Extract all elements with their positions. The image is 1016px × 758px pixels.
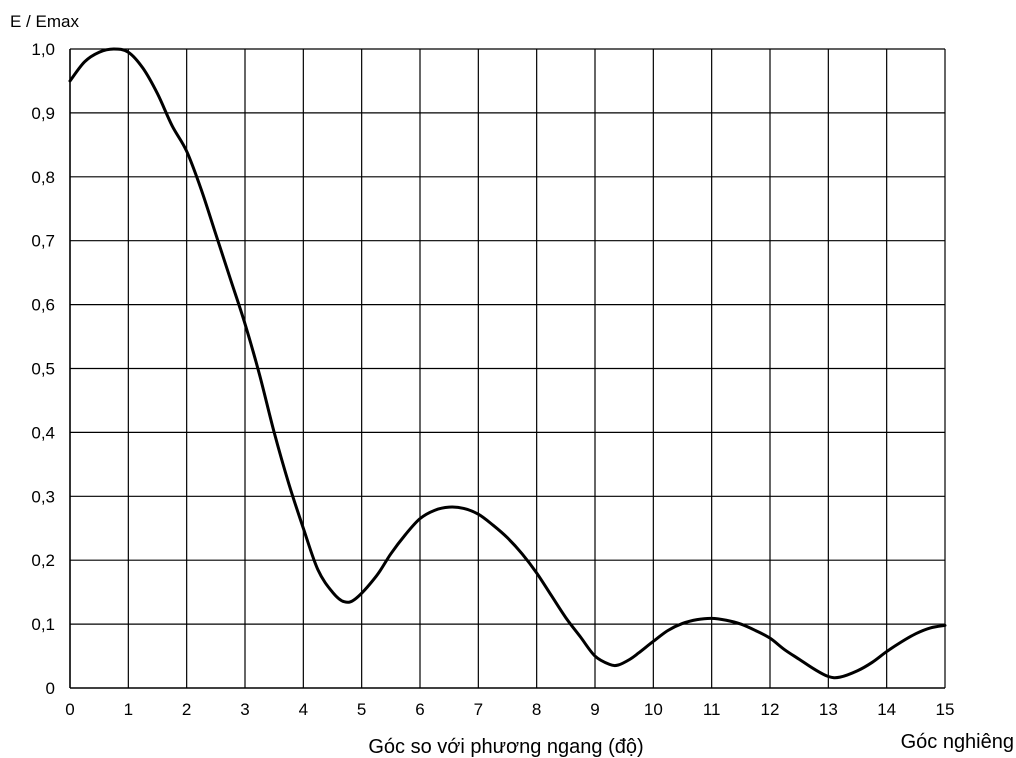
x-tick-label: 1 [124,700,133,719]
y-tick-label: 0,6 [31,296,55,315]
x-tick-label: 3 [240,700,249,719]
y-axis-title: E / Emax [10,12,79,31]
x-tick-label: 4 [299,700,308,719]
x-tick-label: 5 [357,700,366,719]
y-tick-labels: 0 0,1 0,2 0,3 0,4 0,5 0,6 0,7 0,8 0,9 1,0 [31,40,55,698]
y-tick-label: 0,1 [31,615,55,634]
x-tick-label: 13 [819,700,838,719]
x-tick-label: 15 [936,700,955,719]
y-tick-label: 0,7 [31,232,55,251]
x-tick-label: 0 [65,700,74,719]
y-tick-label: 0,4 [31,423,55,442]
x-tick-label: 7 [474,700,483,719]
x-tick-label: 14 [877,700,896,719]
x-tick-labels: 0 1 2 3 4 5 6 7 8 9 10 11 12 13 14 15 [65,700,954,719]
x-tick-label: 2 [182,700,191,719]
x-tick-label: 8 [532,700,541,719]
x-tick-label: 9 [590,700,599,719]
y-tick-label: 1,0 [31,40,55,59]
y-tick-label: 0 [46,679,55,698]
y-tick-label: 0,9 [31,104,55,123]
grid [69,48,946,689]
y-tick-label: 0,2 [31,551,55,570]
x-tick-label: 11 [703,700,721,719]
x-tick-label: 12 [761,700,780,719]
series-line [68,47,947,680]
x-tick-label: 6 [415,700,424,719]
y-tick-label: 0,5 [31,360,55,379]
y-tick-label: 0,8 [31,168,55,187]
y-tick-label: 0,3 [31,487,55,506]
x-axis-title: Góc so với phương ngang (độ) [368,736,643,758]
x-tick-label: 10 [644,700,663,719]
x-axis-secondary-title: Góc nghiêng [901,731,1014,753]
